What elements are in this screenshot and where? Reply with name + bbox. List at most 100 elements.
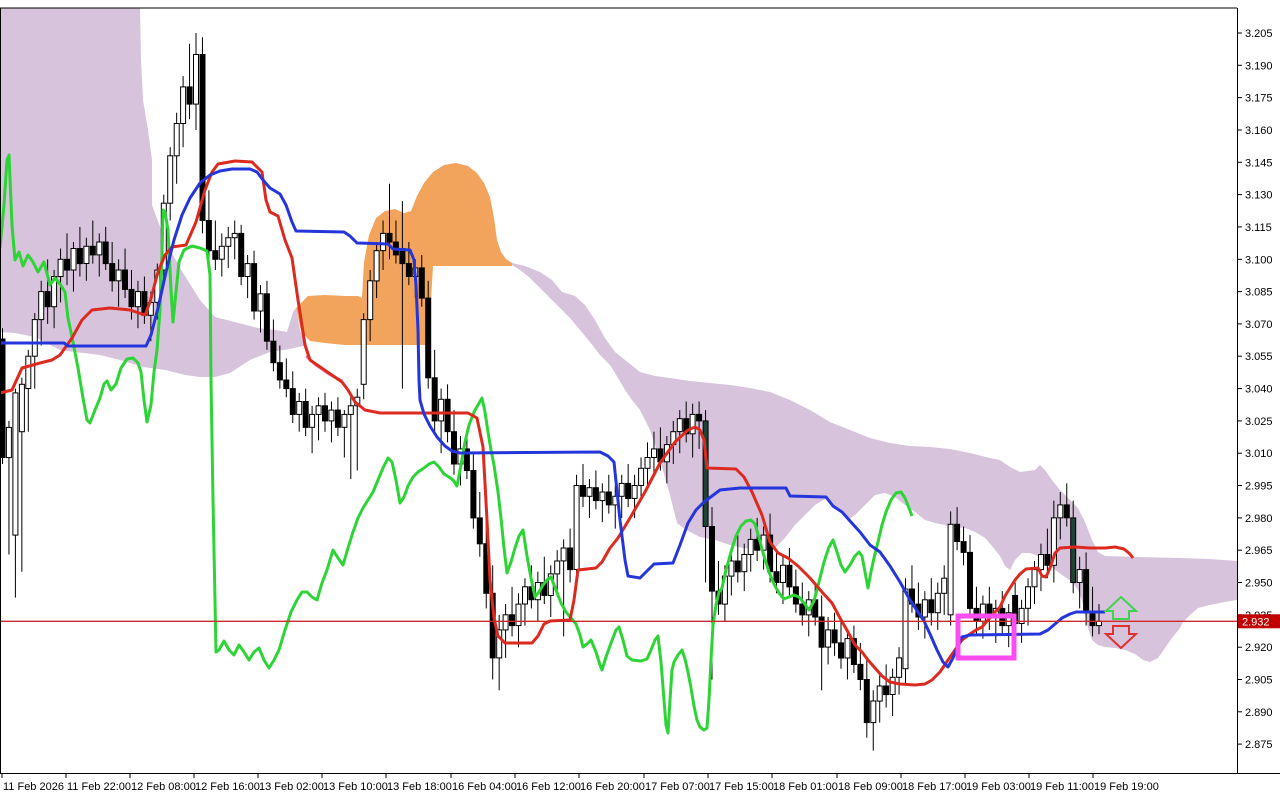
candle-bear <box>476 517 483 545</box>
price-axis-label: 2.920 <box>1245 642 1273 654</box>
candle-bull <box>347 405 354 415</box>
candle-bull <box>231 232 238 239</box>
candle-bear <box>1070 517 1077 584</box>
candle-bear <box>334 409 341 428</box>
candle-bear <box>850 638 857 665</box>
candle-bull <box>257 293 264 312</box>
kijun-sen-line <box>0 167 1105 669</box>
candle-bull <box>947 523 954 616</box>
price-axis-label: 2.950 <box>1245 578 1273 590</box>
candle-bear <box>199 54 206 221</box>
candle-bear <box>470 470 477 519</box>
candle-bear <box>683 418 690 435</box>
candle-bull <box>1018 607 1025 625</box>
candle-bear <box>592 487 599 502</box>
candle-bull <box>522 586 528 605</box>
candle-bear <box>625 482 632 499</box>
arrow-up-object[interactable] <box>1103 595 1139 620</box>
ichimoku-cloud-up-left <box>0 8 307 377</box>
price-axis-label: 2.965 <box>1245 545 1273 557</box>
price-axis-label: 3.010 <box>1245 448 1273 460</box>
candle-bear <box>386 232 393 243</box>
candle-bull <box>870 700 877 724</box>
candle-bull <box>380 232 387 252</box>
candle-bear <box>276 362 283 381</box>
candle-bull <box>115 269 122 282</box>
candle-bear <box>0 338 6 458</box>
chikou-span-line <box>0 153 914 735</box>
price-axis-label: 2.890 <box>1245 707 1273 719</box>
price-axis-label: 3.025 <box>1245 416 1273 428</box>
candle-bear <box>418 267 425 299</box>
candle-bear <box>709 526 715 592</box>
candle-bull <box>554 560 561 575</box>
candle-bull <box>57 258 64 277</box>
candle-bear <box>863 679 870 724</box>
candle-bear <box>212 250 219 260</box>
candle-bull <box>309 413 316 428</box>
candle-bull <box>651 448 657 458</box>
candle-bull <box>360 319 367 385</box>
candle-bull <box>599 491 606 502</box>
candle-bull <box>373 250 380 282</box>
arrow-down-object[interactable] <box>1103 625 1139 650</box>
candle-bull <box>70 248 77 271</box>
candle-bear <box>1063 504 1070 519</box>
candle-bear <box>283 379 290 390</box>
price-axis-label: 3.130 <box>1245 190 1273 202</box>
candle-bull <box>1005 612 1012 627</box>
candle-bull <box>979 603 986 622</box>
candle-bear <box>251 263 258 312</box>
candle-bear <box>799 603 806 616</box>
price-axis-label: 3.205 <box>1245 28 1273 40</box>
time-axis-label: 16 Feb 20:00 <box>580 781 645 793</box>
candle-bull <box>38 291 45 321</box>
price-axis-label: 3.115 <box>1245 222 1272 234</box>
time-axis-label: 12 Feb 08:00 <box>131 781 196 793</box>
candle-bull <box>780 564 786 583</box>
candle-bull <box>225 237 232 247</box>
candle-bear <box>883 685 890 696</box>
time-axis-label: 13 Feb 18:00 <box>387 781 452 793</box>
candle-bull <box>12 392 19 536</box>
candle-bear <box>967 551 973 609</box>
candle-bear <box>102 241 109 265</box>
candle-bear <box>773 571 780 584</box>
price-axis-label: 3.100 <box>1245 254 1273 266</box>
candle-bull <box>741 554 748 573</box>
candle-bull <box>496 629 503 659</box>
candle-bear <box>289 388 296 416</box>
candle-bear <box>302 401 309 428</box>
price-axis-label: 3.190 <box>1245 60 1273 72</box>
price-axis-label: 3.070 <box>1245 319 1273 331</box>
candle-bear <box>818 616 825 648</box>
candle-bear <box>431 377 438 422</box>
price-axis-label: 3.040 <box>1245 384 1273 396</box>
candle-bear <box>954 523 961 542</box>
candle-bear <box>425 297 432 379</box>
candle-bull <box>328 409 335 422</box>
tenkan-sen-line <box>0 159 1135 687</box>
time-axis-label: 13 Feb 10:00 <box>323 781 388 793</box>
candle-bear <box>1083 569 1090 614</box>
candle-bear <box>786 564 793 588</box>
candle-bull <box>825 629 832 648</box>
candle-bull <box>586 487 593 497</box>
time-axis-label: 18 Feb 01:00 <box>773 781 838 793</box>
candle-bear <box>89 245 96 256</box>
candle-bull <box>135 291 141 308</box>
highlight-rectangle-object[interactable] <box>955 613 1017 661</box>
bid-price-badge <box>1238 614 1280 629</box>
time-axis-label: 13 Feb 02:00 <box>259 781 324 793</box>
candle-bull <box>167 155 174 204</box>
candle-bear <box>605 491 612 506</box>
candle-bear <box>322 405 328 422</box>
time-axis-label: 11 Feb 2026 <box>3 781 64 793</box>
candle-bear <box>696 413 703 422</box>
candle-bear <box>263 293 270 342</box>
candle-bear <box>44 291 51 308</box>
candle-bear <box>509 614 515 627</box>
candle-bear <box>463 448 470 471</box>
